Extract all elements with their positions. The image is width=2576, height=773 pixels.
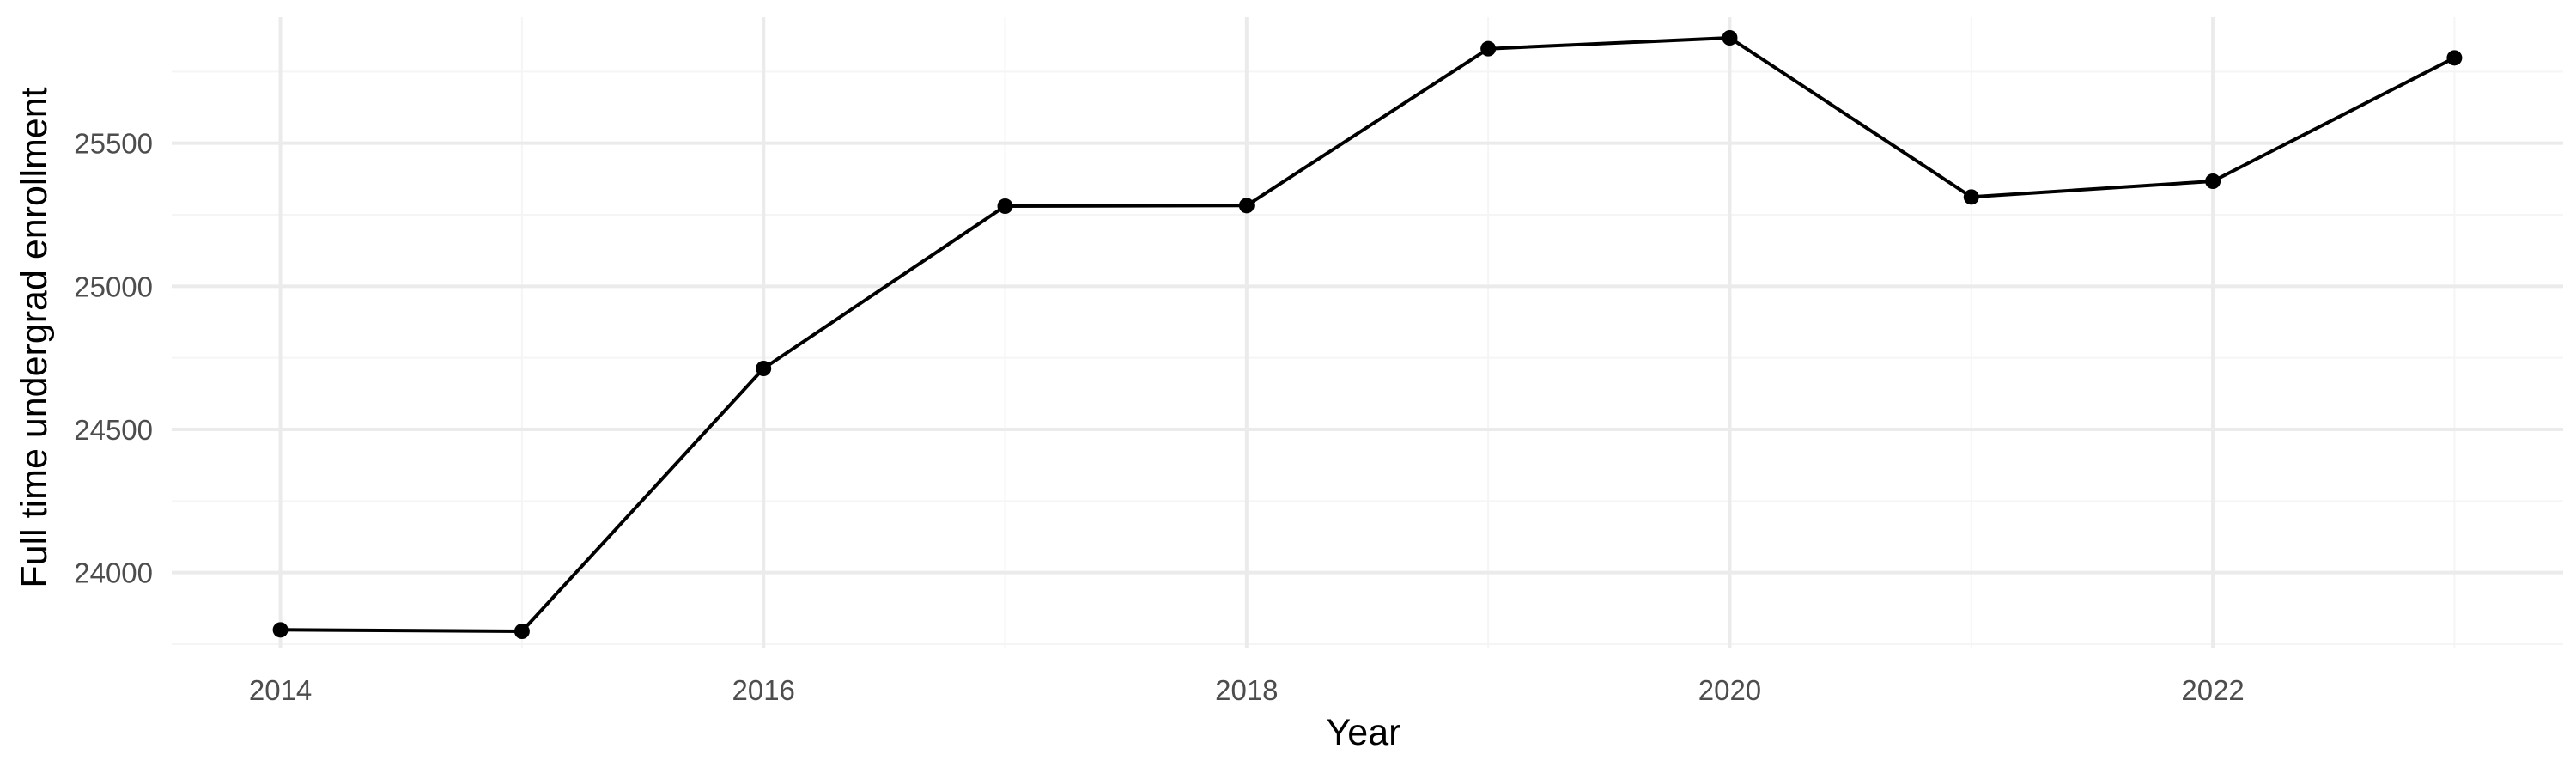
data-point bbox=[997, 198, 1013, 214]
data-points bbox=[272, 30, 2463, 639]
data-point bbox=[1722, 30, 1738, 46]
data-point bbox=[1480, 40, 1497, 57]
minor-gridlines bbox=[172, 17, 2563, 648]
major-gridlines bbox=[172, 17, 2563, 648]
data-point bbox=[756, 361, 772, 376]
data-point bbox=[272, 622, 289, 638]
series-line bbox=[280, 36, 2456, 633]
x-axis-title: Year bbox=[1327, 712, 1401, 753]
data-point bbox=[2205, 173, 2221, 189]
y-tick-label: 25000 bbox=[74, 271, 153, 302]
series-layer bbox=[280, 36, 2456, 633]
y-axis-ticks: 24000 24500 25000 25500 bbox=[74, 128, 153, 589]
x-axis-ticks: 2014 2016 2018 2020 2022 bbox=[249, 674, 2245, 706]
data-point bbox=[2446, 50, 2463, 66]
x-tick-label: 2018 bbox=[1215, 674, 1278, 706]
y-tick-label: 24000 bbox=[74, 557, 153, 589]
y-axis-title: Full time undergrad enrollment bbox=[14, 87, 55, 587]
x-tick-label: 2016 bbox=[732, 674, 795, 706]
y-tick-label: 24500 bbox=[74, 414, 153, 446]
data-point bbox=[513, 624, 530, 639]
y-tick-label: 25500 bbox=[74, 128, 153, 160]
x-tick-label: 2022 bbox=[2181, 674, 2244, 706]
data-point bbox=[1238, 198, 1255, 214]
x-tick-label: 2020 bbox=[1698, 674, 1761, 706]
x-tick-label: 2014 bbox=[249, 674, 312, 706]
data-point bbox=[1963, 189, 1979, 205]
